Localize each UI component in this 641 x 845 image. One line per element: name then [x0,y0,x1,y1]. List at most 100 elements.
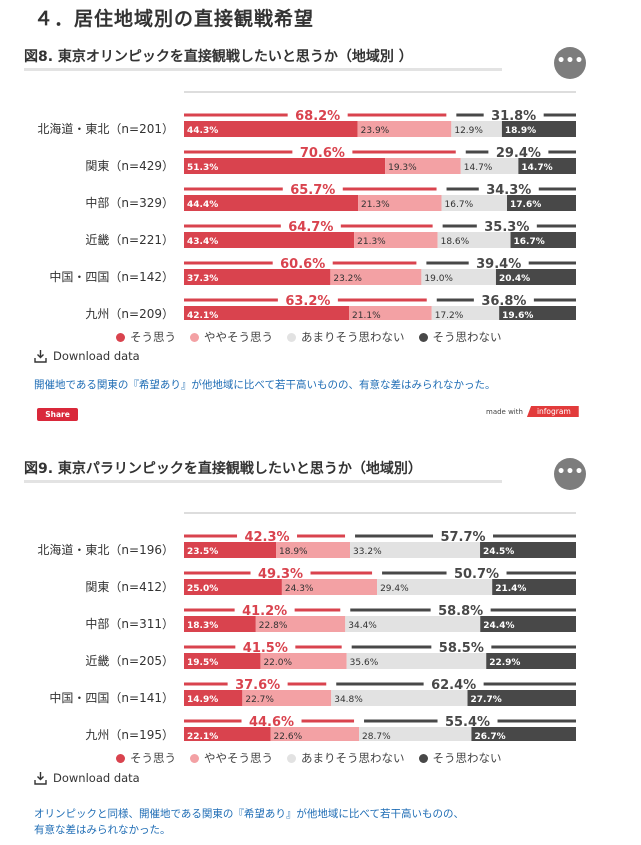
bar-segment [330,269,422,285]
legend-label: ややそう思う [204,751,273,765]
bar-segment [184,542,277,558]
category-label: 中部（n=329） [85,195,174,210]
bar-segment [495,269,576,285]
legend-label: そう思う [130,330,176,344]
legend-item: ややそう思う [190,750,273,766]
bar-segment [184,121,358,137]
bar-value-label: 21.1% [352,311,381,320]
positive-total-label: 44.6% [249,715,294,730]
infogram-logo: infogram [526,406,579,417]
positive-total-bg [227,676,288,690]
chart-title: 図9. 東京パラリンピックを直接観戦したいと思うか（地域別） [24,461,422,477]
positive-total-bg [272,255,333,269]
positive-total-label: 65.7% [290,183,335,198]
bar-segment [354,232,438,248]
legend-item: そう思わない [418,329,502,345]
negative-total-bg [433,528,494,542]
bar-value-label: 44.4% [187,200,218,210]
negative-total-label: 50.7% [454,567,499,582]
category-label: 九州（n=209） [85,307,174,320]
title-divider [24,480,502,483]
bar-value-label: 44.3% [187,126,218,136]
positive-total-bg [241,713,302,727]
bar-value-label: 23.9% [361,126,390,136]
negative-total-label: 58.5% [439,641,484,656]
bar-segment [184,727,271,741]
bar-value-label: 22.9% [489,658,520,668]
download-data-link[interactable]: Download data [34,771,140,785]
positive-total-bg [282,181,343,195]
title-divider [24,68,502,71]
category-label: 北海道・東北（n=201） [37,121,174,136]
category-label: 近畿（n=221） [85,233,174,247]
legend-dot [287,753,296,763]
bar-value-label: 20.4% [499,274,530,284]
bar-value-label: 21.3% [361,200,390,210]
positive-total-label: 60.6% [280,257,325,272]
more-options-icon[interactable]: ••• [554,47,586,79]
stacked-bar-chart-olympic: 北海道・東北（n=201） 44.3% 23.9% 12.9% 18.9% 68.2% 31… [37,91,576,320]
positive-total-label: 68.2% [295,109,340,124]
positive-total-label: 49.3% [258,567,303,582]
category-label: 北海道・東北（n=196） [37,542,174,557]
legend-dot [190,332,199,342]
bar-segment [357,121,452,137]
bar-segment [507,195,576,211]
bar-value-label: 21.4% [495,584,526,594]
bar-value-label: 14.7% [521,163,552,173]
bar-value-label: 12.9% [454,126,483,136]
bar-segment [460,158,519,174]
chart-legend: そう思う ややそう思う あまりそう思わない そう思わない [116,329,502,345]
made-with-infogram[interactable]: made with infogram [486,406,579,417]
bar-segment [184,269,331,285]
positive-total-label: 70.6% [300,146,345,161]
legend-dot [418,753,428,763]
download-data-link[interactable]: Download data [34,349,140,363]
bar-segment [501,121,576,137]
share-button[interactable]: Share [37,408,78,421]
download-icon [34,350,47,363]
positive-total-label: 41.2% [242,604,287,619]
bar-segment [184,579,282,595]
bar-segment [467,690,576,706]
negative-total-bg [478,181,539,195]
bar-segment [349,306,432,320]
bar-value-label: 16.7% [514,237,545,247]
bar-segment [518,158,576,174]
note-line: オリンピックと同様、開催地である関東の『希望あり』が他地域に比べて若干高いものの… [34,808,464,820]
positive-total-label: 42.3% [244,530,289,545]
download-icon [34,772,47,785]
negative-total-label: 34.3% [486,183,531,198]
positive-total-bg [234,602,295,616]
bar-value-label: 28.7% [362,732,391,741]
bar-segment [184,158,386,174]
negative-total-label: 31.8% [491,109,536,124]
negative-total-label: 58.8% [438,604,483,619]
bar-value-label: 26.7% [474,732,505,741]
download-label: Download data [53,771,140,785]
negative-total-bg [437,713,498,727]
bar-segment [345,616,481,632]
positive-total-label: 37.6% [235,678,280,693]
negative-total-label: 29.4% [496,146,541,161]
bar-segment [270,727,360,741]
bar-value-label: 18.3% [187,621,218,631]
download-label: Download data [53,349,140,363]
bar-value-label: 17.2% [435,311,464,320]
category-label: 近畿（n=205） [85,654,174,668]
legend-dot [116,753,125,763]
legend-label: そう思う [130,751,176,765]
share-label: Share [45,410,70,419]
negative-total-bg [483,107,544,121]
bar-value-label: 14.9% [187,695,218,705]
bar-segment [480,616,576,632]
bar-segment [385,158,461,174]
bar-segment [255,616,346,632]
bar-segment [184,653,261,669]
bar-segment [346,653,487,669]
positive-total-bg [280,218,341,232]
bar-segment [492,579,576,595]
more-options-icon[interactable]: ••• [554,458,586,490]
chart-note: オリンピックと同様、開催地である関東の『希望あり』が他地域に比べて若干高いものの… [34,806,464,838]
legend-label: あまりそう思わない [301,751,405,765]
